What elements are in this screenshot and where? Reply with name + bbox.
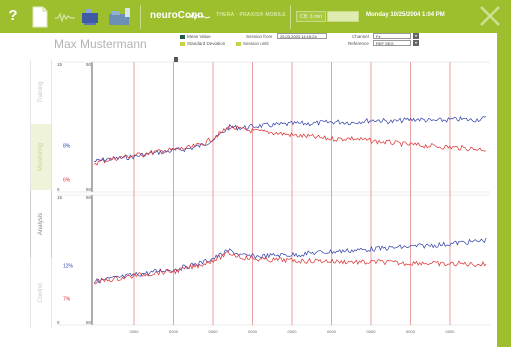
main-panel <box>0 33 497 347</box>
tab-control[interactable]: Control <box>30 258 52 328</box>
std-swatch <box>180 41 185 46</box>
red-series-line <box>93 251 487 285</box>
waveform-icon[interactable] <box>54 6 76 28</box>
legend-mean: Mean Value <box>180 34 211 39</box>
document-icon[interactable] <box>30 6 50 28</box>
tab-analysis[interactable]: Analysis <box>30 190 52 258</box>
tab-training[interactable]: Training <box>30 60 52 124</box>
session-marker-label: 0000 <box>367 329 377 334</box>
help-button[interactable]: ? <box>8 7 18 24</box>
brand-wave-icon <box>187 11 211 21</box>
analysis-charts: 0000 0000 0000 0000 0000 0000 0000 0000 0000 15 5… <box>57 57 490 334</box>
blue-series-line <box>93 116 487 163</box>
toolbar-separator <box>140 5 141 29</box>
session-markers: 0000 0000 0000 0000 0000 0000 0000 0000 0000 <box>130 62 456 334</box>
series-layer <box>93 116 487 285</box>
close-icon[interactable] <box>478 4 502 28</box>
chart-bottom-frame <box>58 194 490 326</box>
series-value-label: 6% <box>63 177 71 183</box>
right-accent-strip <box>497 33 511 347</box>
session-marker-label: 0000 <box>169 329 179 334</box>
date-time: Monday 10/25/2004 1:04 PM <box>366 12 445 18</box>
reference-dropdown-icon[interactable]: ▾ <box>413 40 419 46</box>
brand-logo: neuroConn <box>150 10 204 21</box>
status-field: CB: 3 min <box>296 11 326 22</box>
axis-max-label: 15 <box>57 195 63 200</box>
reference-label: Reference <box>348 41 369 46</box>
blue-series-line <box>93 237 487 284</box>
series-value-label: 7% <box>63 297 71 303</box>
timeline-marker[interactable] <box>174 57 178 62</box>
red-series-line <box>93 125 487 166</box>
chart-top-frame <box>58 61 490 193</box>
session-marker-label: 0000 <box>327 329 337 334</box>
legend-std: Standard Deviation <box>180 41 225 46</box>
session-marker-label: 0000 <box>288 329 298 334</box>
patient-name: Max Mustermann <box>54 37 147 51</box>
channel-label: Channel <box>352 34 369 39</box>
axis-min-label: 0 <box>57 320 60 325</box>
reference-select[interactable]: REF SEG <box>373 40 411 46</box>
axis-labels: 15 50 0 50 8% 6% 15 50 0 50 12% 7% <box>57 62 92 325</box>
session-marker-label: 0000 <box>209 329 219 334</box>
axis-max-label: 15 <box>57 62 63 67</box>
series-value-label: 12% <box>63 264 74 270</box>
monitor-icon[interactable] <box>80 6 102 28</box>
session-marker-label: 0000 <box>130 329 140 334</box>
axis-max-right-label: 50 <box>86 195 92 200</box>
status-field-blank <box>327 11 359 22</box>
channel-dropdown-icon[interactable]: ▾ <box>413 33 419 39</box>
axis-min-right-label: 50 <box>86 320 92 325</box>
until-swatch <box>236 41 241 46</box>
session-marker-label: 0000 <box>446 329 456 334</box>
channel-select[interactable]: Fz <box>373 33 411 39</box>
series-value-label: 8% <box>63 144 71 150</box>
session-marker-label: 0000 <box>406 329 416 334</box>
folder-icon[interactable] <box>106 6 134 28</box>
mean-swatch <box>180 34 185 39</box>
toolbar-separator <box>290 5 291 29</box>
session-from-label: Session from <box>246 34 273 39</box>
session-from-field[interactable]: 25.03.2003 14:15:24 <box>277 33 327 39</box>
mean-label: Mean Value <box>187 34 211 39</box>
session-until-label: Session until <box>243 41 269 46</box>
axis-min-right-label: 50 <box>86 187 92 192</box>
session-marker-label: 0000 <box>248 329 258 334</box>
std-label: Standard Deviation <box>187 41 226 46</box>
top-toolbar: ? neuroConn THERA · PRAXIS® MOBILE CB: 3… <box>0 0 511 33</box>
axis-max-right-label: 50 <box>86 62 92 67</box>
session-until-row: Session until <box>236 41 269 46</box>
product-name: THERA · PRAXIS® MOBILE <box>216 12 287 18</box>
axis-min-label: 0 <box>57 187 60 192</box>
tab-monitoring[interactable]: Monitoring <box>30 124 52 190</box>
